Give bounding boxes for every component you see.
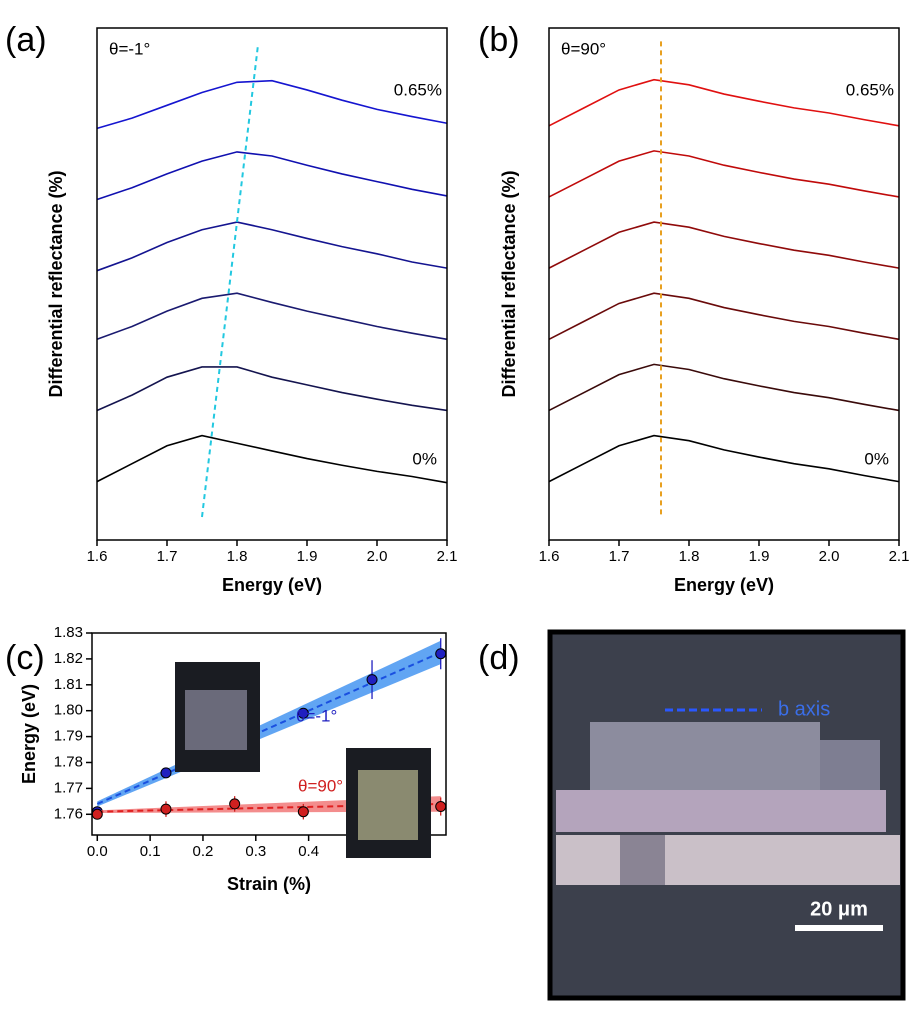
spectrum	[96, 151, 448, 201]
plot-frame	[548, 27, 900, 541]
x-axis-label: Strain (%)	[227, 874, 311, 894]
spectrum	[548, 221, 900, 269]
spectrum	[548, 78, 900, 127]
substrate-shade	[620, 835, 665, 885]
x-tick-label: 1.7	[157, 548, 178, 565]
x-tick-label: 2.1	[889, 548, 910, 565]
spectrum	[548, 363, 900, 412]
annotation: θ=90°	[561, 39, 606, 58]
y-tick-label: 1.80	[54, 702, 83, 719]
y-axis-label: Differential reflectance (%)	[46, 170, 66, 397]
axis-label: b axis	[778, 698, 830, 720]
x-tick-label: 1.6	[539, 548, 560, 565]
x-tick-label: 1.9	[749, 548, 770, 565]
x-axis-label: Energy (eV)	[222, 575, 322, 595]
series-label: 0.65%	[394, 80, 442, 99]
data-point	[229, 798, 241, 810]
y-tick-label: 1.78	[54, 753, 83, 770]
data-point	[435, 801, 447, 813]
series-label: 0%	[412, 449, 437, 468]
spectrum	[96, 79, 448, 130]
scale-bar	[795, 925, 883, 931]
x-tick-label: 0.1	[140, 843, 161, 860]
x-tick-label: 0.2	[193, 843, 214, 860]
x-tick-label: 2.1	[437, 548, 458, 565]
spectrum	[96, 366, 448, 412]
y-tick-label: 1.82	[54, 650, 83, 667]
x-axis-label: Energy (eV)	[674, 575, 774, 595]
inset-flake	[185, 690, 247, 750]
x-tick-label: 1.8	[679, 548, 700, 565]
y-tick-label: 1.76	[54, 805, 83, 822]
data-point	[160, 767, 172, 779]
y-tick-label: 1.81	[54, 676, 83, 693]
data-point	[91, 808, 103, 820]
data-point	[297, 806, 309, 818]
spectrum	[96, 292, 448, 341]
spectrum	[96, 434, 448, 484]
scale-bar-label: 20 μm	[810, 898, 868, 920]
inset-flake	[358, 770, 418, 840]
data-point	[297, 707, 309, 719]
panel-label: (c)	[5, 639, 45, 677]
series-label: θ=90°	[298, 776, 343, 795]
crystal-flake	[820, 740, 880, 790]
plot-frame	[96, 27, 448, 541]
annotation: θ=-1°	[109, 39, 150, 58]
data-point	[366, 674, 378, 686]
x-tick-label: 1.6	[87, 548, 108, 565]
series-label: 0%	[864, 449, 889, 468]
plot-frame	[91, 632, 447, 836]
substrate-stripe	[556, 790, 886, 832]
x-tick-label: 1.7	[609, 548, 630, 565]
spectrum	[548, 434, 900, 483]
x-tick-label: 2.0	[367, 548, 388, 565]
spectrum	[548, 150, 900, 198]
y-tick-label: 1.79	[54, 728, 83, 745]
y-tick-label: 1.77	[54, 779, 83, 796]
peak-guide	[201, 44, 259, 518]
fit-line	[97, 802, 441, 813]
y-axis-label: Energy (eV)	[19, 684, 39, 784]
panel-label: (b)	[478, 21, 520, 59]
x-tick-label: 0.0	[87, 843, 108, 860]
fit-line	[96, 651, 442, 805]
crystal-flake	[590, 722, 820, 792]
micrograph: b axis 20 μm (d)	[478, 629, 906, 1001]
spectrum	[96, 221, 448, 272]
substrate-stripe	[556, 835, 900, 885]
panel-label: (d)	[478, 639, 520, 677]
panel-label: (a)	[5, 21, 47, 59]
series-label: 0.65%	[846, 80, 894, 99]
x-tick-label: 1.8	[227, 548, 248, 565]
data-point	[435, 648, 447, 660]
y-tick-label: 1.83	[54, 624, 83, 641]
y-axis-label: Differential reflectance (%)	[499, 170, 519, 397]
spectrum	[548, 292, 900, 341]
x-tick-label: 0.3	[245, 843, 266, 860]
x-tick-label: 1.9	[297, 548, 318, 565]
data-point	[160, 803, 172, 815]
x-tick-label: 0.4	[298, 843, 319, 860]
x-tick-label: 2.0	[819, 548, 840, 565]
series-label: θ=-1°	[296, 706, 337, 725]
